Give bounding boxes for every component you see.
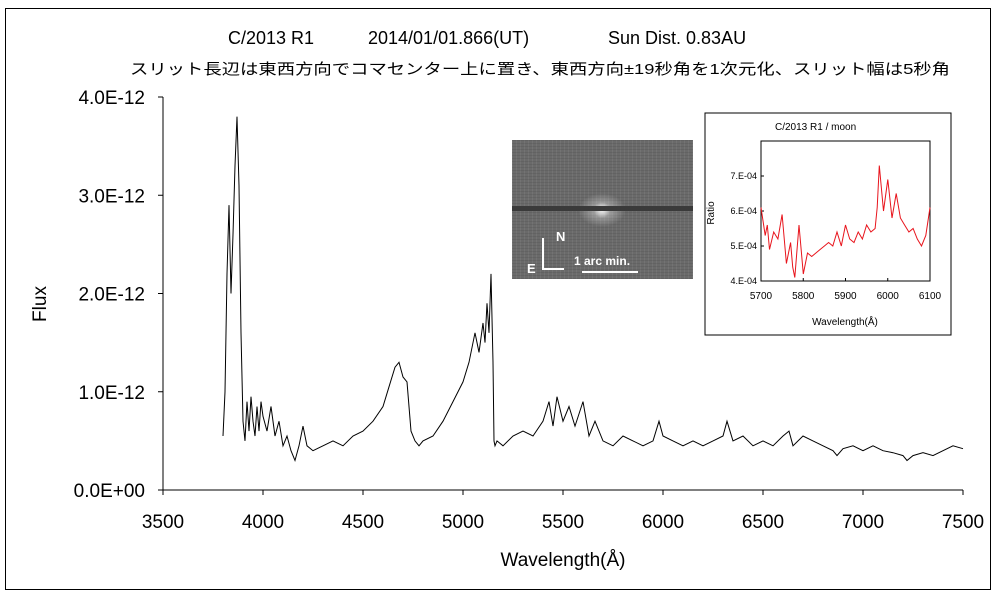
east-arrow — [542, 268, 564, 270]
inset-y-tick-label: 4.E-04 — [730, 276, 757, 286]
y-axis-label: Flux — [30, 286, 51, 322]
north-arrow — [542, 238, 544, 270]
title-object: C/2013 R1 — [228, 28, 314, 48]
inset-frame — [704, 112, 952, 336]
inset-x-axis-label: Wavelength(Å) — [812, 315, 878, 328]
comet-image: N E 1 arc min. — [512, 140, 693, 279]
scale-bar — [582, 271, 638, 273]
y-tick-label: 0.0E+00 — [74, 481, 145, 502]
inset-x-tick-label: 5900 — [834, 291, 857, 302]
ratio-line — [760, 165, 931, 278]
figure-frame — [5, 8, 991, 590]
inset-x-tick-label: 5800 — [792, 291, 815, 302]
inset-x-tick-label: 5700 — [750, 291, 773, 302]
inset-y-tick-label: 6.E-04 — [730, 206, 757, 216]
title-date: 2014/01/01.866(UT) — [368, 28, 529, 48]
inset-ratio-plot: C/2013 R1 / moon 5700 5800 5900 6000 6100 4.… — [704, 112, 952, 336]
y-ticks: 0.0E+00 1.0E-12 2.0E-12 3.0E-12 4.0E-12 — [74, 88, 163, 502]
y-tick-label: 4.0E-12 — [78, 88, 145, 109]
inset-y-ticks: 4.E-04 5.E-04 6.E-04 7.E-04 — [730, 171, 764, 286]
inset-x-tick-label: 6000 — [877, 291, 900, 302]
north-label: N — [556, 229, 566, 244]
inset-x-ticks: 5700 5800 5900 6000 6100 — [750, 278, 942, 302]
x-tick-label: 6000 — [642, 512, 684, 533]
spectrum-line — [222, 116, 964, 463]
x-tick-label: 7500 — [942, 512, 984, 533]
y-tick-label: 3.0E-12 — [78, 186, 145, 207]
slit-band — [512, 206, 693, 211]
title-sun-distance: Sun Dist. 0.83AU — [608, 28, 746, 48]
subtitle-slit-note: スリット長辺は東西方向でコマセンター上に置き、東西方向±19秒角を1次元化、スリ… — [130, 61, 950, 78]
x-tick-label: 5000 — [442, 512, 484, 533]
x-axis-label: Wavelength(Å) — [501, 550, 626, 571]
inset-y-tick-label: 7.E-04 — [730, 171, 757, 181]
x-tick-label: 4000 — [242, 512, 284, 533]
x-ticks: 3500 4000 4500 5000 5500 6000 6500 7000 7500 — [142, 490, 984, 533]
east-label: E — [527, 261, 536, 276]
x-tick-label: 6500 — [742, 512, 784, 533]
inset-y-axis-label: Ratio — [706, 201, 717, 225]
inset-title: C/2013 R1 / moon — [775, 122, 856, 133]
y-tick-label: 2.0E-12 — [78, 285, 145, 306]
inset-x-tick-label: 6100 — [919, 291, 942, 302]
x-tick-label: 7000 — [842, 512, 884, 533]
y-tick-label: 1.0E-12 — [78, 383, 145, 404]
x-tick-label: 5500 — [542, 512, 584, 533]
main-plot: 3500 4000 4500 5000 5500 6000 6500 7000 7500 0.0… — [30, 88, 984, 571]
x-tick-label: 3500 — [142, 512, 184, 533]
inset-y-tick-label: 5.E-04 — [730, 241, 757, 251]
x-tick-label: 4500 — [342, 512, 384, 533]
scale-label: 1 arc min. — [574, 254, 631, 268]
